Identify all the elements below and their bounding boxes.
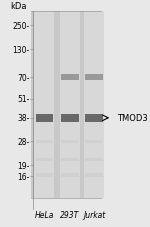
FancyBboxPatch shape bbox=[85, 75, 103, 81]
FancyBboxPatch shape bbox=[60, 12, 80, 198]
FancyBboxPatch shape bbox=[34, 12, 54, 198]
FancyBboxPatch shape bbox=[31, 12, 101, 198]
FancyBboxPatch shape bbox=[61, 140, 79, 144]
Text: 293T: 293T bbox=[60, 210, 80, 219]
FancyBboxPatch shape bbox=[85, 158, 103, 162]
FancyBboxPatch shape bbox=[36, 174, 53, 177]
Text: 250-: 250- bbox=[12, 22, 30, 31]
Text: kDa: kDa bbox=[10, 2, 27, 11]
Text: 70-: 70- bbox=[17, 74, 30, 82]
Text: TMOD3: TMOD3 bbox=[117, 114, 148, 123]
Text: 28-: 28- bbox=[17, 137, 30, 146]
FancyBboxPatch shape bbox=[61, 114, 79, 122]
Text: 51-: 51- bbox=[17, 95, 30, 104]
Text: 16-: 16- bbox=[17, 172, 30, 181]
FancyBboxPatch shape bbox=[61, 75, 79, 81]
Text: 130-: 130- bbox=[12, 45, 30, 54]
FancyBboxPatch shape bbox=[36, 114, 53, 122]
FancyBboxPatch shape bbox=[36, 140, 53, 144]
Text: 38-: 38- bbox=[17, 114, 30, 123]
Text: 19-: 19- bbox=[17, 161, 30, 170]
FancyBboxPatch shape bbox=[61, 174, 79, 177]
FancyBboxPatch shape bbox=[85, 140, 103, 144]
FancyBboxPatch shape bbox=[85, 114, 103, 122]
Text: HeLa: HeLa bbox=[35, 210, 54, 219]
FancyBboxPatch shape bbox=[85, 174, 103, 177]
FancyBboxPatch shape bbox=[84, 12, 104, 198]
FancyBboxPatch shape bbox=[36, 158, 53, 162]
Text: Jurkat: Jurkat bbox=[83, 210, 105, 219]
FancyBboxPatch shape bbox=[61, 158, 79, 162]
